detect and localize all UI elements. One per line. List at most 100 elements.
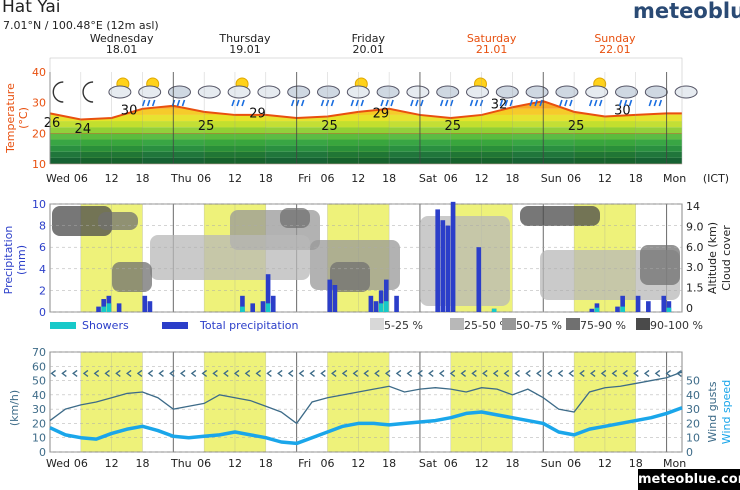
cloud-legend-swatch bbox=[450, 318, 464, 330]
wind-direction-arrow bbox=[320, 369, 326, 377]
cloud-legend-label: 50-75 % bbox=[516, 319, 562, 332]
hour-tick-label: 12 bbox=[228, 457, 242, 470]
temperature-tick-label: 20 bbox=[32, 127, 46, 140]
shower-bar bbox=[240, 306, 245, 312]
wind-direction-arrow bbox=[363, 369, 369, 377]
altitude-tick-label: 1.5 bbox=[686, 282, 704, 295]
wind-tick-label-right: 30 bbox=[686, 403, 700, 416]
day-name: Friday bbox=[352, 32, 386, 45]
day-date: 20.01 bbox=[353, 43, 385, 56]
temperature-data-label: 25 bbox=[445, 119, 462, 134]
rain-sun-icon bbox=[138, 77, 162, 107]
precip-bar bbox=[373, 301, 379, 312]
temperature-band bbox=[50, 121, 682, 128]
hour-tick-label: Mon bbox=[663, 172, 686, 185]
precip-tick-label: 2 bbox=[39, 284, 46, 297]
altitude-tick-label: 6.0 bbox=[686, 241, 704, 254]
storm-icon bbox=[167, 85, 191, 107]
footer-brand-link[interactable]: meteoblue.com bbox=[638, 469, 740, 490]
hour-tick-label: 18 bbox=[259, 172, 273, 185]
hour-tick-label: Mon bbox=[663, 457, 686, 470]
temperature-data-label: 26 bbox=[44, 116, 61, 131]
wind-tick-label: 30 bbox=[32, 403, 46, 416]
wind-direction-arrow bbox=[611, 369, 618, 377]
hour-tick-label: 18 bbox=[382, 172, 396, 185]
wind-direction-arrow bbox=[546, 369, 553, 377]
shower-bar bbox=[383, 301, 389, 312]
wind-direction-arrow bbox=[266, 369, 272, 377]
cloud-cover-patch bbox=[112, 262, 152, 292]
altitude-tick-label: 9.0 bbox=[686, 220, 704, 233]
hour-tick-label: 12 bbox=[598, 457, 612, 470]
precip-legend-label: Total precipitation bbox=[199, 319, 299, 332]
day-date: 18.01 bbox=[106, 43, 138, 56]
wind-direction-arrow bbox=[179, 369, 186, 377]
brand-logo: meteoblue bbox=[633, 0, 740, 23]
precip-bar bbox=[394, 295, 399, 312]
wind-direction-arrow bbox=[244, 369, 251, 377]
precip-bar bbox=[101, 299, 107, 312]
hour-tick-label: 12 bbox=[105, 457, 119, 470]
wind-direction-arrow bbox=[287, 369, 294, 377]
altitude-tick-label: 14 bbox=[686, 200, 700, 213]
wind-tick-label: 0 bbox=[39, 446, 46, 459]
temperature-axis-unit: (°C) bbox=[17, 107, 30, 129]
wind-direction-arrow bbox=[665, 369, 672, 377]
day-date: 21.01 bbox=[476, 43, 508, 56]
temperature-band bbox=[50, 151, 682, 158]
shower-bar bbox=[491, 308, 497, 312]
wind-gusts-line bbox=[49, 371, 683, 425]
precip-bar bbox=[265, 274, 271, 312]
wind-direction-arrow bbox=[406, 369, 413, 377]
temperature-tick-label: 40 bbox=[32, 66, 46, 79]
wind-direction-arrow bbox=[492, 369, 499, 377]
hour-tick-label: 06 bbox=[197, 457, 211, 470]
day-date: 22.01 bbox=[599, 43, 631, 56]
hour-tick-label: 06 bbox=[197, 172, 211, 185]
hour-tick-label: Sun bbox=[541, 172, 562, 185]
hour-tick-label: 18 bbox=[505, 172, 519, 185]
wind-speed-axis-title: Wind speed bbox=[720, 380, 733, 444]
hour-tick-label: 18 bbox=[505, 457, 519, 470]
shower-bar bbox=[101, 306, 107, 312]
hour-tick-label: 06 bbox=[74, 457, 88, 470]
hour-tick-label: Sat bbox=[419, 457, 438, 470]
wind-direction-arrow bbox=[438, 369, 445, 377]
cloud-icon bbox=[257, 85, 281, 99]
hour-tick-label: 18 bbox=[629, 172, 643, 185]
precip-bar bbox=[661, 295, 667, 312]
precip-bar bbox=[147, 301, 153, 312]
temperature-data-label: 24 bbox=[75, 122, 92, 137]
location-coordinates: 7.01°N / 100.48°E (12m asl) bbox=[3, 19, 159, 32]
hour-tick-label: 06 bbox=[320, 457, 334, 470]
wind-direction-arrow bbox=[277, 369, 283, 377]
wind-direction-arrow bbox=[190, 369, 197, 377]
showers-legend-swatch bbox=[50, 322, 76, 329]
wind-direction-arrow bbox=[201, 369, 208, 377]
rain-sun-icon bbox=[465, 77, 489, 107]
wind-direction-arrow bbox=[126, 369, 132, 377]
precip-bar bbox=[435, 209, 440, 312]
cloud-legend-swatch bbox=[502, 318, 516, 330]
cloud-cover-patch bbox=[98, 212, 138, 230]
wind-direction-arrow bbox=[374, 369, 380, 377]
wind-direction-arrow bbox=[579, 369, 585, 377]
wind-direction-arrow bbox=[331, 369, 337, 377]
wind-direction-arrow bbox=[460, 369, 466, 377]
wind-direction-arrow bbox=[557, 369, 564, 377]
wind-direction-arrow bbox=[147, 369, 154, 377]
hour-tick-label: Wed bbox=[46, 172, 70, 185]
partly-cloudy-icon bbox=[108, 77, 132, 99]
wind-tick-label: 40 bbox=[32, 389, 46, 402]
cloud-icon bbox=[197, 85, 221, 99]
wind-tick-label-right: 50 bbox=[686, 375, 700, 388]
hour-tick-label: 12 bbox=[105, 172, 119, 185]
temperature-tick-label: 30 bbox=[32, 97, 46, 110]
temperature-band bbox=[50, 114, 682, 122]
altitude-tick-label: 3.0 bbox=[686, 261, 704, 274]
hour-tick-label: 06 bbox=[444, 172, 458, 185]
wind-direction-arrow bbox=[503, 369, 510, 377]
storm-icon bbox=[644, 85, 668, 107]
rain-sun-icon bbox=[585, 77, 609, 107]
